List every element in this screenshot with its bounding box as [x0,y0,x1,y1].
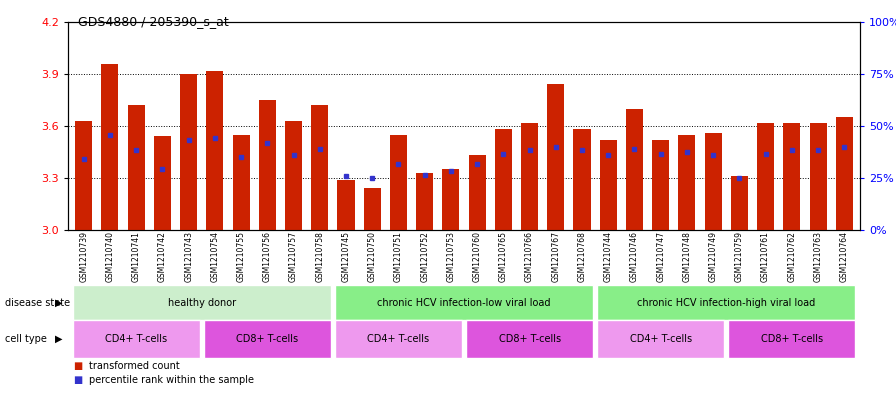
Bar [836,118,853,230]
Bar [73,285,331,320]
Bar [521,123,538,230]
Text: CD8+ T-cells: CD8+ T-cells [498,334,561,344]
Text: GSM1210740: GSM1210740 [106,231,115,282]
Bar [728,320,856,358]
Text: GSM1210745: GSM1210745 [341,231,350,282]
Text: CD4+ T-cells: CD4+ T-cells [105,334,168,344]
Bar [180,74,197,230]
Text: GSM1210741: GSM1210741 [132,231,141,282]
Bar [203,320,331,358]
Bar [101,64,118,230]
Text: GSM1210759: GSM1210759 [735,231,744,282]
Bar [73,320,200,358]
Text: GSM1210744: GSM1210744 [604,231,613,282]
Bar [466,320,593,358]
Bar [809,123,827,230]
Bar [704,133,721,230]
Bar [75,121,92,230]
Bar [783,123,800,230]
Text: ▶: ▶ [55,334,62,344]
Text: GSM1210751: GSM1210751 [394,231,403,282]
Text: GSM1210752: GSM1210752 [420,231,429,282]
Text: GSM1210748: GSM1210748 [683,231,692,282]
Text: ▶: ▶ [55,298,62,307]
Text: GSM1210755: GSM1210755 [237,231,246,282]
Text: GSM1210764: GSM1210764 [840,231,849,282]
Text: GSM1210762: GSM1210762 [788,231,797,282]
Text: GSM1210760: GSM1210760 [472,231,482,282]
Text: CD4+ T-cells: CD4+ T-cells [630,334,692,344]
Text: GSM1210753: GSM1210753 [446,231,455,282]
Text: healthy donor: healthy donor [168,298,236,307]
Text: GSM1210746: GSM1210746 [630,231,639,282]
Bar [469,156,486,230]
Bar [443,169,460,230]
Text: GSM1210749: GSM1210749 [709,231,718,282]
Bar [335,320,462,358]
Text: ■: ■ [73,361,82,371]
Bar [338,180,355,230]
Text: GSM1210739: GSM1210739 [79,231,88,282]
Bar [626,109,643,230]
Bar [597,320,724,358]
Text: chronic HCV infection-high viral load: chronic HCV infection-high viral load [637,298,815,307]
Text: GSM1210742: GSM1210742 [158,231,167,282]
Text: disease state: disease state [5,298,70,307]
Text: GSM1210767: GSM1210767 [551,231,560,282]
Text: CD4+ T-cells: CD4+ T-cells [367,334,429,344]
Text: GSM1210768: GSM1210768 [578,231,587,282]
Text: GDS4880 / 205390_s_at: GDS4880 / 205390_s_at [78,15,228,28]
Bar [547,84,564,230]
Bar [652,140,669,230]
Text: GSM1210761: GSM1210761 [761,231,770,282]
Text: GSM1210766: GSM1210766 [525,231,534,282]
Bar [154,136,171,230]
Bar [757,123,774,230]
Text: GSM1210747: GSM1210747 [656,231,665,282]
Bar [335,285,593,320]
Bar [678,135,695,230]
Text: GSM1210743: GSM1210743 [185,231,194,282]
Text: GSM1210765: GSM1210765 [499,231,508,282]
Text: GSM1210763: GSM1210763 [814,231,823,282]
Text: chronic HCV infection-low viral load: chronic HCV infection-low viral load [377,298,551,307]
Text: GSM1210756: GSM1210756 [263,231,271,282]
Bar [416,173,433,230]
Bar [731,176,748,230]
Bar [597,285,856,320]
Text: GSM1210750: GSM1210750 [367,231,376,282]
Text: ■: ■ [73,375,82,385]
Text: CD8+ T-cells: CD8+ T-cells [237,334,298,344]
Bar [573,129,590,230]
Bar [599,140,616,230]
Bar [233,135,250,230]
Bar [311,105,328,230]
Text: GSM1210754: GSM1210754 [211,231,220,282]
Text: percentile rank within the sample: percentile rank within the sample [89,375,254,385]
Text: GSM1210758: GSM1210758 [315,231,324,282]
Text: CD8+ T-cells: CD8+ T-cells [761,334,823,344]
Bar [495,129,512,230]
Bar [127,105,145,230]
Bar [390,135,407,230]
Bar [206,70,223,230]
Text: GSM1210757: GSM1210757 [289,231,298,282]
Text: transformed count: transformed count [89,361,180,371]
Bar [364,188,381,230]
Text: cell type: cell type [5,334,47,344]
Bar [285,121,302,230]
Bar [259,100,276,230]
